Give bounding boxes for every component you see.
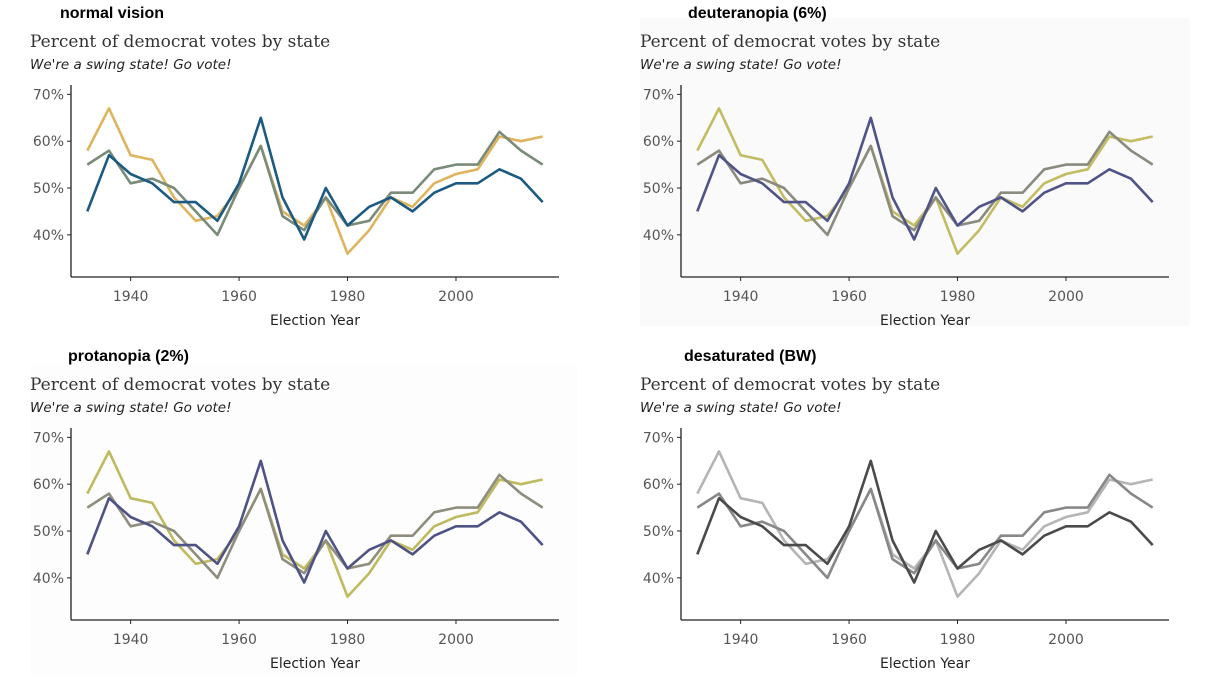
panel-normal-vision: normal vision Percent of democrat votes … <box>0 0 610 343</box>
chart-subtitle: We're a swing state! Go vote! <box>640 57 842 73</box>
x-axis-title: Election Year <box>880 656 970 672</box>
x-tick-label: 1980 <box>940 289 976 305</box>
y-tick-label: 60% <box>33 477 64 493</box>
x-tick-label: 1960 <box>221 632 257 648</box>
series-line-series_c <box>696 459 1154 584</box>
x-tick-label: 1980 <box>940 632 976 648</box>
panel-label: deuteranopia (6%) <box>688 5 827 22</box>
x-tick-label: 1960 <box>831 632 867 648</box>
x-tick-label: 1960 <box>831 289 867 305</box>
y-tick-label: 60% <box>33 134 64 150</box>
x-tick-label: 1940 <box>113 632 149 648</box>
x-tick-label: 2000 <box>1048 632 1084 648</box>
panel-deuteranopia: deuteranopia (6%) Percent of democrat vo… <box>610 0 1220 343</box>
y-tick-label: 50% <box>643 524 674 540</box>
y-tick-label: 50% <box>33 524 64 540</box>
x-axis-title: Election Year <box>270 656 360 672</box>
y-tick-label: 40% <box>643 228 674 244</box>
series-line-series_c <box>86 459 544 584</box>
chart-subtitle: We're a swing state! Go vote! <box>30 57 232 73</box>
chart-title: Percent of democrat votes by state <box>640 32 941 52</box>
x-tick-label: 1940 <box>723 632 759 648</box>
y-tick-label: 40% <box>33 228 64 244</box>
y-tick-label: 60% <box>643 134 674 150</box>
panel-label: normal vision <box>60 5 165 22</box>
panel-protanopia: protanopia (2%) Percent of democrat vote… <box>0 343 610 686</box>
series-line-series_c <box>696 116 1154 241</box>
y-tick-label: 50% <box>33 181 64 197</box>
x-tick-label: 1940 <box>723 289 759 305</box>
chart-title: Percent of democrat votes by state <box>30 32 331 52</box>
y-tick-label: 40% <box>643 571 674 587</box>
x-axis-title: Election Year <box>880 313 970 329</box>
x-tick-label: 2000 <box>438 632 474 648</box>
panel-label: protanopia (2%) <box>68 348 189 365</box>
chart-subtitle: We're a swing state! Go vote! <box>640 400 842 416</box>
chart-subtitle: We're a swing state! Go vote! <box>30 400 232 416</box>
y-tick-label: 70% <box>33 430 64 446</box>
chart-title: Percent of democrat votes by state <box>30 375 331 395</box>
x-axis-title: Election Year <box>270 313 360 329</box>
series-line-series_c <box>86 116 544 241</box>
panel-label: desaturated (BW) <box>684 348 817 365</box>
panel-background <box>640 365 1190 677</box>
y-tick-label: 70% <box>33 87 64 103</box>
x-tick-label: 1980 <box>330 289 366 305</box>
y-tick-label: 70% <box>643 87 674 103</box>
x-tick-label: 2000 <box>438 289 474 305</box>
line-chart: 40% 50% 60% 70% 1940 1960 1980 2000 Election Yea… <box>643 85 1169 329</box>
y-tick-label: 50% <box>643 181 674 197</box>
chart-title: Percent of democrat votes by state <box>640 375 941 395</box>
line-chart: 40% 50% 60% 70% 1940 1960 1980 2000 Election Yea… <box>33 85 559 329</box>
x-tick-label: 1940 <box>113 289 149 305</box>
y-tick-label: 40% <box>33 571 64 587</box>
x-tick-label: 2000 <box>1048 289 1084 305</box>
y-tick-label: 70% <box>643 430 674 446</box>
line-chart: 40% 50% 60% 70% 1940 1960 1980 2000 Election Yea… <box>643 428 1169 672</box>
panel-desaturated: desaturated (BW) Percent of democrat vot… <box>610 343 1220 686</box>
x-tick-label: 1960 <box>221 289 257 305</box>
x-tick-label: 1980 <box>330 632 366 648</box>
line-chart: 40% 50% 60% 70% 1940 1960 1980 2000 Election Yea… <box>33 428 559 672</box>
y-tick-label: 60% <box>643 477 674 493</box>
panel-background <box>30 18 578 327</box>
